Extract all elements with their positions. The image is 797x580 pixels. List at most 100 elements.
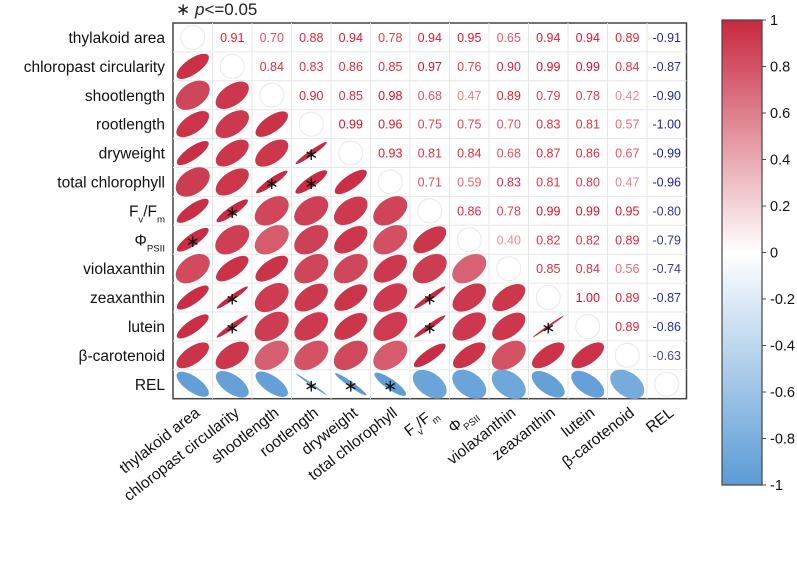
colorbar-tick-label: 0.2 [770,199,790,215]
correlation-ellipse [373,254,407,283]
correlation-ellipse [452,253,487,284]
correlation-value: 0.93 [378,147,402,161]
colorbar-tick-label: 1 [770,13,778,29]
correlation-value: 0.91 [220,31,244,45]
correlation-ellipse [176,111,210,138]
correlation-ellipse [176,371,209,397]
correlation-ellipse [254,196,289,226]
correlation-value: 0.84 [576,262,600,276]
correlation-ellipse [414,315,446,338]
diagonal-circle [417,198,443,224]
correlation-ellipse [254,311,289,342]
correlation-ellipse [452,312,487,341]
correlation-value: 0.75 [418,118,442,132]
correlation-ellipse [334,313,368,340]
correlation-ellipse [571,370,605,398]
correlation-ellipse [335,373,367,396]
correlation-value: -0.63 [653,349,682,363]
correlation-value: -0.79 [653,233,682,247]
correlation-value: 0.89 [615,320,639,334]
correlation-value: 0.80 [576,175,600,189]
correlation-value: -0.80 [653,204,682,218]
row-label: ΦPSII [134,232,165,254]
correlation-value: 0.86 [339,60,363,74]
label-part: REL [135,377,166,394]
correlation-ellipse [452,342,486,369]
label-part: violaxanthin [83,261,165,278]
significance-marker: ∗ [383,376,397,395]
correlation-ellipse [492,283,526,312]
column-label: Fv/Fm [401,404,443,443]
correlation-ellipse [532,315,564,338]
significance-marker: ∗ [423,318,437,337]
colorbar-tick-label: 0.4 [770,153,790,169]
correlation-value: 0.86 [457,204,481,218]
label-part: shootlength [85,88,165,105]
correlation-ellipse [373,196,408,226]
correlation-value: 0.96 [378,118,402,132]
correlation-value: 0.47 [457,89,481,103]
correlation-ellipse [373,225,408,255]
colorbar-tick-label: 0.6 [770,106,790,122]
correlation-value: 0.40 [497,233,521,247]
row-label: lutein [128,319,165,336]
label-part: chloropast circularity [24,59,166,76]
colorbar-tick-label: 0.8 [770,60,790,76]
row-label: Fv/Fm [129,203,165,225]
row-label: zeaxanthin [90,290,165,307]
correlation-value: 0.89 [497,89,521,103]
label-part: rootlength [96,117,165,134]
label-part: Φ [134,232,146,249]
correlation-ellipse [294,283,328,312]
label-part: v [415,426,426,438]
correlation-ellipse [452,283,487,312]
correlation-value: 0.99 [536,60,560,74]
correlation-value: -0.96 [653,175,682,189]
correlation-value: 0.83 [299,60,323,74]
diagonal-circle [298,111,324,137]
significance-marker: ∗ [304,145,318,164]
diagonal-circle [614,342,640,368]
correlation-ellipse [176,140,209,166]
row-label: dryweight [99,146,166,163]
label-part: β-carotenoid [79,348,165,365]
correlation-ellipse [176,285,209,310]
significance-marker: ∗ [225,318,239,337]
label-part: dryweight [99,146,166,163]
correlation-value: 0.82 [536,233,560,247]
correlation-value: 0.78 [576,89,600,103]
diagonal-circle [219,53,245,79]
row-label: thylakoid area [68,30,165,47]
correlation-ellipse [334,284,368,311]
correlation-value: -0.91 [653,31,682,45]
correlation-ellipse [491,340,526,371]
correlation-ellipse [176,198,209,223]
correlation-value: 0.99 [339,118,363,132]
correlation-value: 0.85 [378,60,402,74]
correlation-value: 0.81 [536,175,560,189]
colorbar-tick-label: -0.6 [770,385,795,401]
correlation-value: 0.57 [615,118,639,132]
label-part: F [129,203,138,220]
correlation-ellipse [452,369,487,399]
row-label: total chlorophyll [57,174,165,191]
significance-marker: ∗ [541,318,555,337]
diagonal-circle [535,285,561,311]
correlation-ellipse [414,286,446,309]
correlation-ellipse [373,340,408,371]
correlation-ellipse [175,167,210,197]
correlation-ellipse [294,253,329,284]
diagonal-circle [259,82,285,108]
correlation-value: 0.99 [576,60,600,74]
correlation-value: 0.89 [615,233,639,247]
correlation-value: 0.87 [536,147,560,161]
correlation-value: 0.90 [497,60,521,74]
correlation-value: 0.79 [536,89,560,103]
title-part: <=0.05 [204,0,257,19]
correlation-value: -0.74 [653,262,682,276]
correlation-ellipse [216,199,249,223]
colorbar-tick-label: -0.2 [770,292,795,308]
correlation-value: 0.99 [536,204,560,218]
correlation-ellipse [216,315,248,338]
correlation-ellipse [176,342,210,369]
